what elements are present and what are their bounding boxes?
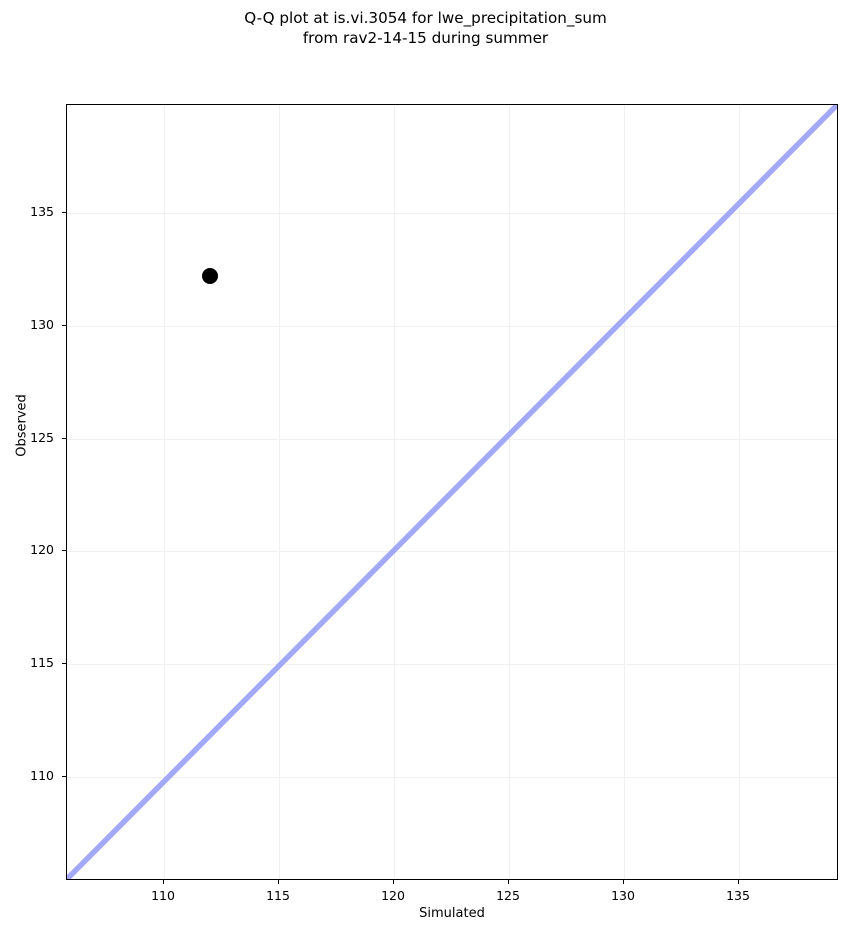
ticklabel-y-130: 130 xyxy=(30,317,54,332)
tick-x-115 xyxy=(278,880,279,884)
ticklabel-x-125: 125 xyxy=(496,888,520,903)
tick-y-135 xyxy=(62,212,66,213)
ticklabel-y-125: 125 xyxy=(30,430,54,445)
tick-y-125 xyxy=(62,438,66,439)
tick-x-125 xyxy=(508,880,509,884)
gridline-x-135 xyxy=(739,105,740,879)
ticklabel-x-135: 135 xyxy=(726,888,750,903)
ticklabel-x-110: 110 xyxy=(151,888,175,903)
ticklabel-y-110: 110 xyxy=(30,768,54,783)
tick-y-120 xyxy=(62,550,66,551)
ticklabel-y-115: 115 xyxy=(30,655,54,670)
tick-x-135 xyxy=(738,880,739,884)
plot-area xyxy=(66,104,838,880)
tick-x-130 xyxy=(623,880,624,884)
gridline-x-110 xyxy=(164,105,165,879)
ticklabel-y-120: 120 xyxy=(30,542,54,557)
gridline-x-130 xyxy=(624,105,625,879)
gridline-y-135 xyxy=(67,213,837,214)
gridline-y-115 xyxy=(67,664,837,665)
tick-x-110 xyxy=(163,880,164,884)
ticklabel-x-130: 130 xyxy=(611,888,635,903)
tick-y-130 xyxy=(62,325,66,326)
gridline-y-130 xyxy=(67,326,837,327)
ticklabel-x-120: 120 xyxy=(381,888,405,903)
gridline-x-120 xyxy=(394,105,395,879)
y-axis-label: Observed xyxy=(14,394,30,457)
data-point xyxy=(202,268,218,284)
x-axis-label: Simulated xyxy=(419,906,485,921)
ticklabel-x-115: 115 xyxy=(266,888,290,903)
gridline-y-125 xyxy=(67,439,837,440)
gridline-y-120 xyxy=(67,551,837,552)
tick-x-120 xyxy=(393,880,394,884)
gridline-y-110 xyxy=(67,777,837,778)
ticklabel-y-135: 135 xyxy=(30,204,54,219)
gridline-x-115 xyxy=(279,105,280,879)
gridline-x-125 xyxy=(509,105,510,879)
tick-y-115 xyxy=(62,663,66,664)
chart-title: Q-Q plot at is.vi.3054 for lwe_precipita… xyxy=(244,9,607,47)
tick-y-110 xyxy=(62,776,66,777)
one-to-one-reference-line xyxy=(67,105,837,879)
